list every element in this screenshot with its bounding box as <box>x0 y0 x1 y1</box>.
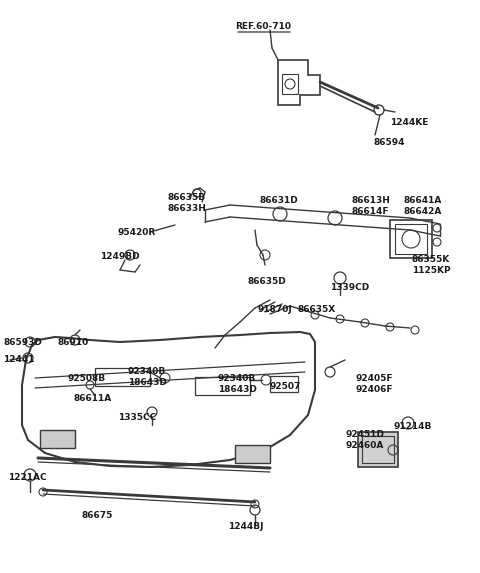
Text: 92405F: 92405F <box>356 374 394 383</box>
Bar <box>395 224 427 254</box>
Text: 86675: 86675 <box>82 511 113 520</box>
Text: 1249BD: 1249BD <box>100 252 140 261</box>
Text: 86593D: 86593D <box>3 338 42 347</box>
Text: 86635X: 86635X <box>298 305 336 314</box>
Text: 86633H: 86633H <box>167 204 206 213</box>
Bar <box>270 376 298 392</box>
Text: 86614F: 86614F <box>352 207 389 216</box>
Text: 92451D: 92451D <box>345 430 384 439</box>
Text: 86631D: 86631D <box>259 196 298 205</box>
Bar <box>235 445 270 463</box>
Text: 1125KP: 1125KP <box>412 266 451 275</box>
Text: 18643D: 18643D <box>218 385 257 394</box>
Text: 86355K: 86355K <box>412 255 450 264</box>
Text: 92340B: 92340B <box>218 374 256 383</box>
Text: 86635D: 86635D <box>248 277 287 286</box>
Text: 86641A: 86641A <box>403 196 442 205</box>
Text: 95420R: 95420R <box>118 228 156 237</box>
Text: 86594: 86594 <box>373 138 405 147</box>
Text: 86642A: 86642A <box>403 207 442 216</box>
Bar <box>362 436 394 463</box>
Text: 91214B: 91214B <box>393 422 432 431</box>
Text: 86613H: 86613H <box>352 196 391 205</box>
Text: 92340B: 92340B <box>128 367 166 376</box>
Text: 12441: 12441 <box>3 355 35 364</box>
Text: 92507: 92507 <box>270 382 301 391</box>
Text: 91870J: 91870J <box>258 305 293 314</box>
Text: 86611A: 86611A <box>73 394 111 403</box>
Text: 18643D: 18643D <box>128 378 167 387</box>
Bar <box>282 74 298 94</box>
Text: 92460A: 92460A <box>345 441 384 450</box>
Text: 1339CD: 1339CD <box>330 283 369 292</box>
Bar <box>390 220 432 258</box>
Text: 1244BJ: 1244BJ <box>228 522 264 531</box>
Text: 92508B: 92508B <box>68 374 106 383</box>
Text: 1221AC: 1221AC <box>8 473 47 482</box>
Text: 86910: 86910 <box>57 338 88 347</box>
Text: 92406F: 92406F <box>356 385 394 394</box>
Text: 86635B: 86635B <box>167 193 205 202</box>
Bar <box>358 432 398 467</box>
Text: REF.60-710: REF.60-710 <box>235 22 291 31</box>
Text: 1244KE: 1244KE <box>390 118 428 127</box>
Text: 1335CC: 1335CC <box>118 413 156 422</box>
Bar <box>195 377 250 395</box>
Bar <box>95 368 150 386</box>
Bar <box>40 430 75 448</box>
